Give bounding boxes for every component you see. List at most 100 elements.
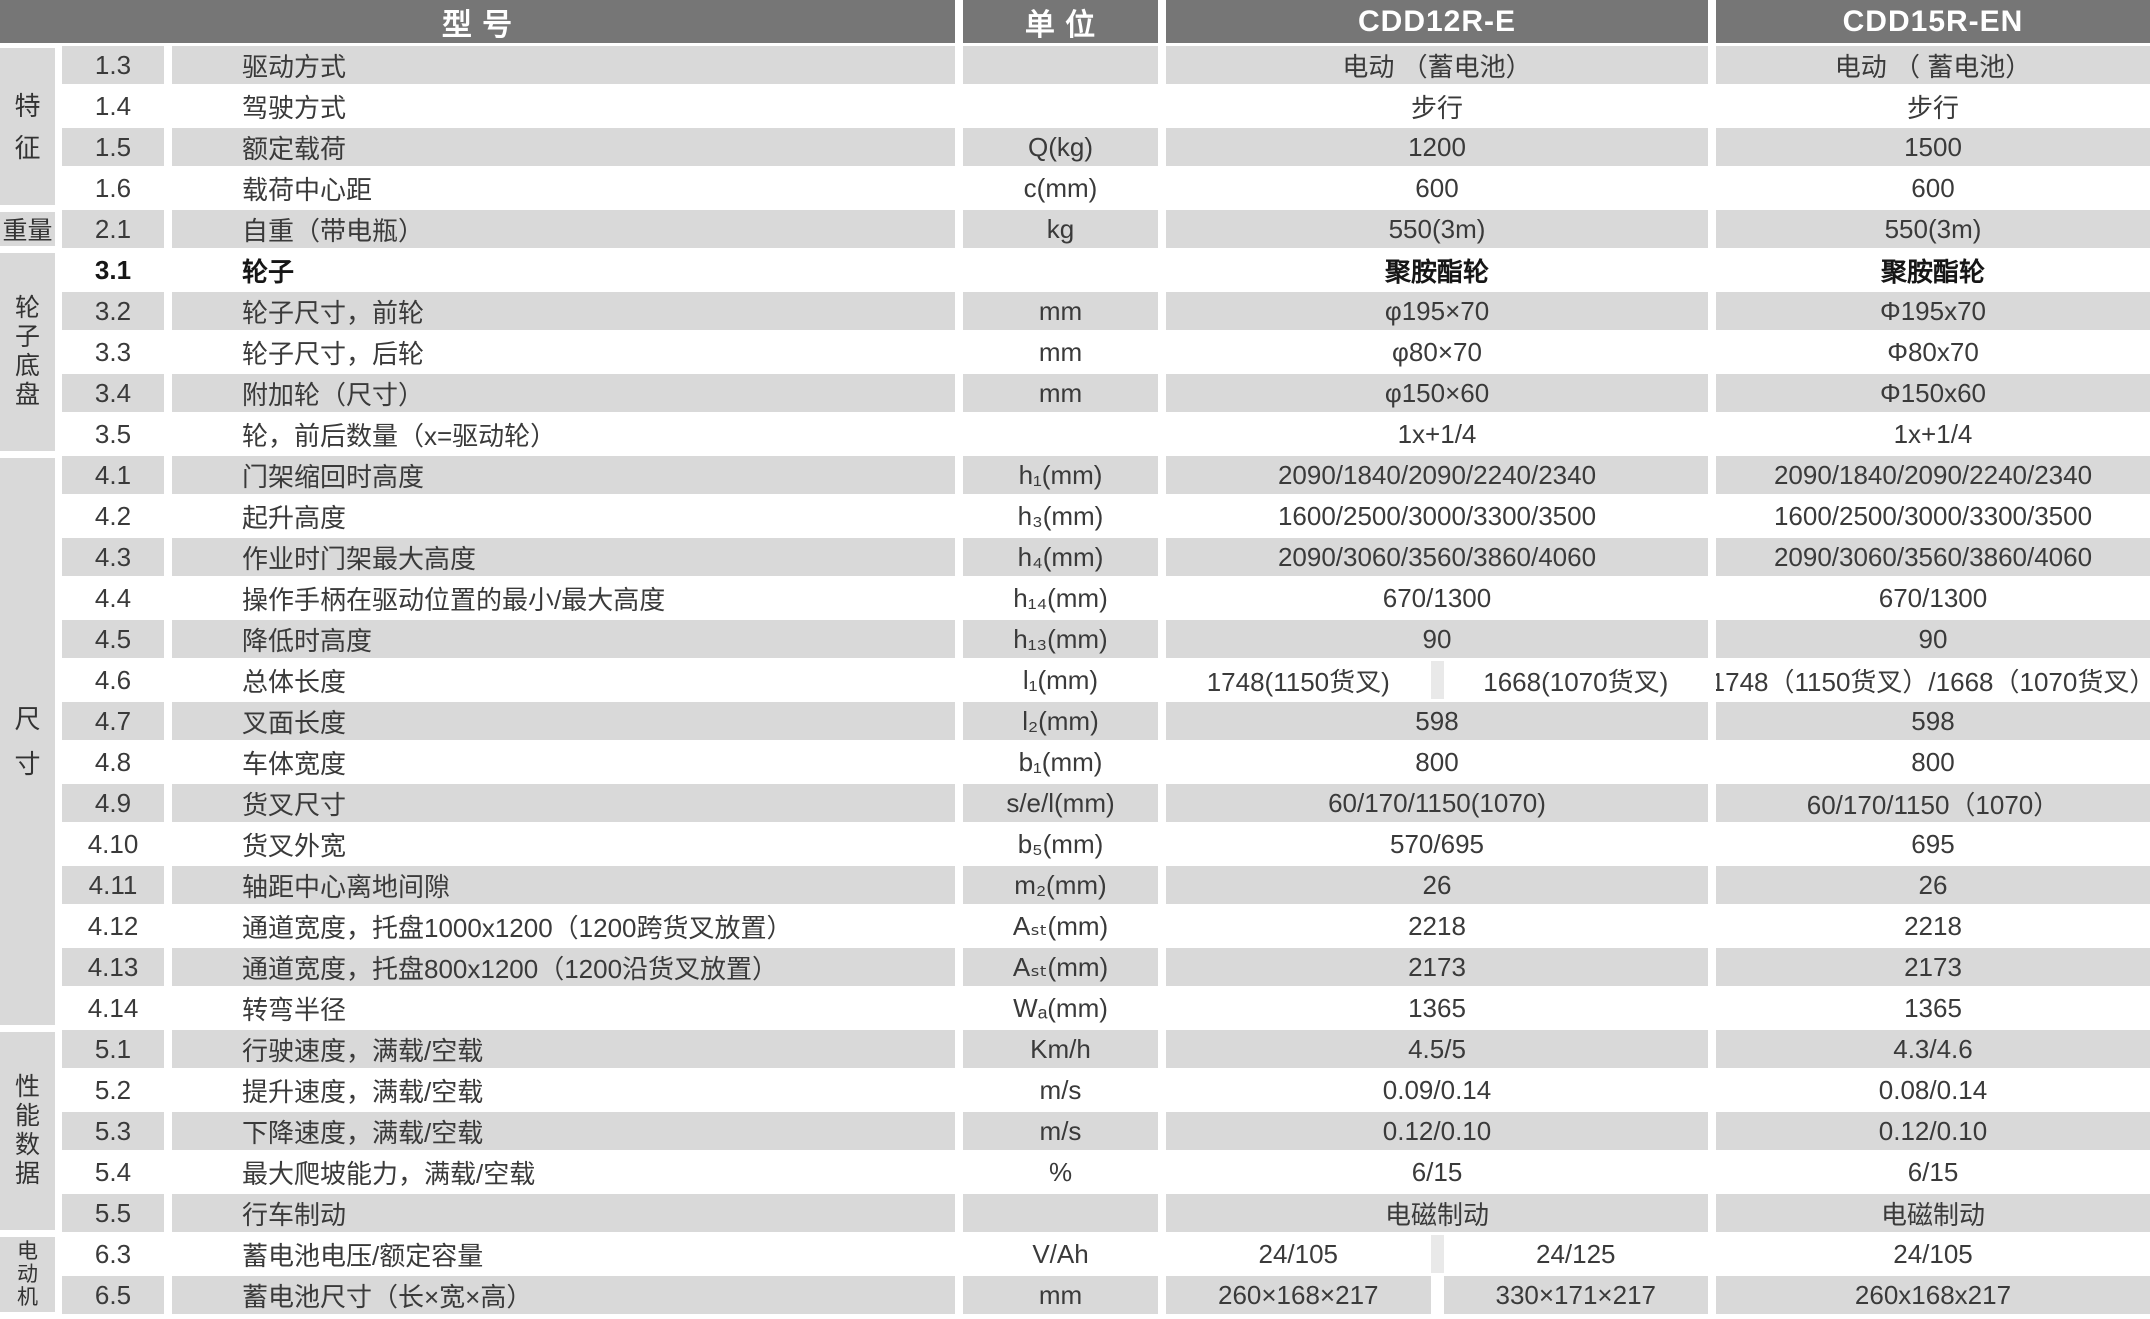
row-number: 4.6: [62, 661, 164, 699]
row-number: 1.3: [62, 46, 164, 84]
row-number: 5.5: [62, 1194, 164, 1232]
value-model-1: 1365: [1166, 989, 1708, 1027]
row-unit: s/e/l(mm): [963, 784, 1158, 822]
table-row-5.3: 5.3 下降速度，满载/空载 m/s 0.12/0.10 0.12/0.10: [62, 1112, 2150, 1150]
section-label-char: 能: [14, 1102, 40, 1130]
value-model-1: 0.09/0.14: [1166, 1071, 1708, 1109]
row-unit: %: [963, 1153, 1158, 1191]
value-model-2: 90: [1716, 620, 2150, 658]
row-unit: [963, 87, 1158, 125]
row-name: 轮子尺寸，后轮: [172, 333, 955, 371]
table-row-4.9: 4.9 货叉尺寸 s/e/l(mm) 60/170/1150(1070) 60/170/…: [62, 784, 2150, 822]
value-model-1: 1600/2500/3000/3300/3500: [1166, 497, 1708, 535]
row-number: 4.12: [62, 907, 164, 945]
section-label-char: 动: [17, 1263, 38, 1286]
row-number: 4.8: [62, 743, 164, 781]
section-5: 电动机: [0, 1235, 55, 1317]
value-model-2: 1748（1150货叉）/1668（1070货叉）: [1716, 661, 2150, 699]
table-row-1.6: 1.6 载荷中心距 c(mm) 600 600: [62, 169, 2150, 207]
header-unit-column: 单 位: [963, 0, 1158, 43]
row-unit: [963, 46, 1158, 84]
section-label-char: 尺: [14, 703, 41, 734]
row-number: 2.1: [62, 210, 164, 248]
row-name: 最大爬坡能力，满载/空载: [172, 1153, 955, 1191]
section-label-char: 特: [14, 90, 41, 121]
header-model-cdd15r-en: CDD15R-EN: [1716, 0, 2150, 43]
value-model-1: 800: [1166, 743, 1708, 781]
row-unit: l₁(mm): [963, 661, 1158, 699]
section-1: 重量: [0, 210, 55, 251]
section-label-char: 性: [14, 1073, 40, 1101]
table-row-3.5: 3.5 轮，前后数量（x=驱动轮） 1x+1/4 1x+1/4: [62, 415, 2150, 453]
value-model-1: 670/1300: [1166, 579, 1708, 617]
row-number: 4.9: [62, 784, 164, 822]
row-unit: mm: [963, 333, 1158, 371]
value-model-1: 1748(1150货叉) 1668(1070货叉): [1166, 661, 1708, 699]
value-model-2: 24/105: [1716, 1235, 2150, 1273]
table-row-1.5: 1.5 额定载荷 Q(kg) 1200 1500: [62, 128, 2150, 166]
cell-divider: [1430, 661, 1444, 699]
section-label: 尺寸: [0, 458, 55, 1025]
value-model-2: 2090/1840/2090/2240/2340: [1716, 456, 2150, 494]
row-number: 1.5: [62, 128, 164, 166]
value-model-2: 260x168x217: [1716, 1276, 2150, 1314]
row-name: 货叉尺寸: [172, 784, 955, 822]
row-number: 5.2: [62, 1071, 164, 1109]
value-model-1: 步行: [1166, 87, 1708, 125]
section-label-char: 寸: [14, 748, 41, 779]
row-number: 3.2: [62, 292, 164, 330]
row-name: 自重（带电瓶）: [172, 210, 955, 248]
row-number: 3.3: [62, 333, 164, 371]
table-row-4.13: 4.13 通道宽度，托盘800x1200（1200沿货叉放置） Aₛₜ(mm) 217…: [62, 948, 2150, 986]
value-model-1: 6/15: [1166, 1153, 1708, 1191]
value-model-2: 1x+1/4: [1716, 415, 2150, 453]
value-model-1: 4.5/5: [1166, 1030, 1708, 1068]
section-label-char: 数: [14, 1131, 40, 1159]
value-model-1: 26: [1166, 866, 1708, 904]
row-unit: V/Ah: [963, 1235, 1158, 1273]
row-name: 轮子尺寸，前轮: [172, 292, 955, 330]
section-label-char: 电: [17, 1240, 38, 1263]
section-label: 轮子底盘: [0, 253, 55, 451]
value-model-1: 2090/1840/2090/2240/2340: [1166, 456, 1708, 494]
table-rows: 1.3 驱动方式 电动 （蓄电池） 电动 （ 蓄电池） 1.4 驾驶方式 步行 步行 1.5 额定…: [62, 46, 2150, 1317]
value-model-1: 2090/3060/3560/3860/4060: [1166, 538, 1708, 576]
row-number: 4.5: [62, 620, 164, 658]
header-model-cdd12r-e: CDD12R-E: [1166, 0, 1708, 43]
row-unit: h₁(mm): [963, 456, 1158, 494]
value-model-2: 26: [1716, 866, 2150, 904]
row-name: 蓄电池电压/额定容量: [172, 1235, 955, 1273]
value-model-1: 60/170/1150(1070): [1166, 784, 1708, 822]
value-model-1: 0.12/0.10: [1166, 1112, 1708, 1150]
row-name: 总体长度: [172, 661, 955, 699]
row-number: 3.4: [62, 374, 164, 412]
row-unit: mm: [963, 292, 1158, 330]
table-row-4.8: 4.8 车体宽度 b₁(mm) 800 800: [62, 743, 2150, 781]
row-name: 通道宽度，托盘1000x1200（1200跨货叉放置）: [172, 907, 955, 945]
sub-value: 330×171×217: [1495, 1279, 1656, 1310]
row-number: 5.3: [62, 1112, 164, 1150]
table-row-4.3: 4.3 作业时门架最大高度 h₄(mm) 2090/3060/3560/3860/40…: [62, 538, 2150, 576]
value-model-1: 260×168×217 330×171×217: [1166, 1276, 1708, 1314]
value-model-1: 600: [1166, 169, 1708, 207]
value-model-2: Φ80x70: [1716, 333, 2150, 371]
section-2: 轮子底盘: [0, 251, 55, 456]
section-3: 尺寸: [0, 456, 55, 1030]
sub-value: 260×168×217: [1217, 1279, 1379, 1310]
section-label-column: 特征重量轮子底盘尺寸性能数据电动机: [0, 46, 55, 1317]
row-unit: c(mm): [963, 169, 1158, 207]
table-body: 特征重量轮子底盘尺寸性能数据电动机 1.3 驱动方式 电动 （蓄电池） 电动 （ 蓄电…: [0, 46, 2150, 1317]
value-model-1: φ195×70: [1166, 292, 1708, 330]
value-model-2: 670/1300: [1716, 579, 2150, 617]
table-row-1.3: 1.3 驱动方式 电动 （蓄电池） 电动 （ 蓄电池）: [62, 46, 2150, 84]
row-name: 门架缩回时高度: [172, 456, 955, 494]
value-model-1: 24/105 24/125: [1166, 1235, 1708, 1273]
table-row-4.6: 4.6 总体长度 l₁(mm) 1748(1150货叉) 1668(1070货叉) 174…: [62, 661, 2150, 699]
value-model-2: 聚胺酯轮: [1716, 251, 2150, 289]
table-header: 型 号 单 位 CDD12R-E CDD15R-EN: [0, 0, 2150, 43]
value-model-1: 2173: [1166, 948, 1708, 986]
row-name: 轮，前后数量（x=驱动轮）: [172, 415, 955, 453]
row-number: 6.3: [62, 1235, 164, 1273]
table-row-6.3: 6.3 蓄电池电压/额定容量 V/Ah 24/105 24/125 24/105: [62, 1235, 2150, 1273]
value-model-2: 598: [1716, 702, 2150, 740]
